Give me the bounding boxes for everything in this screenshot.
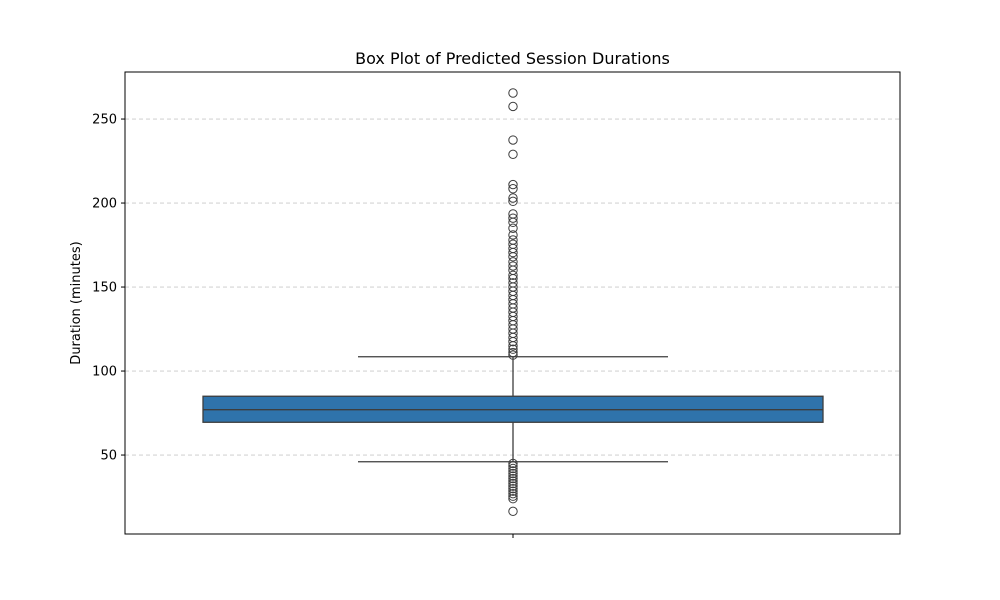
outlier-point	[508, 193, 518, 203]
plot-layer	[202, 88, 824, 517]
y-tick-label: 200	[92, 197, 117, 212]
y-tick-label: 150	[92, 281, 117, 296]
y-tick-label: 50	[100, 449, 117, 464]
outlier-point	[508, 481, 518, 491]
outlier-point	[508, 468, 518, 479]
outlier-point	[508, 341, 518, 351]
outlier-point	[508, 223, 518, 233]
chart-title: Box Plot of Predicted Session Durations	[355, 49, 670, 68]
outlier-point	[508, 101, 518, 112]
outlier-point	[508, 491, 518, 501]
outlier-point	[508, 466, 518, 476]
y-tick-label: 100	[92, 365, 117, 380]
y-axis-label: Duration (minutes)	[69, 241, 84, 364]
outlier-point	[508, 347, 518, 358]
y-tick-label: 250	[92, 113, 117, 128]
outlier-point	[508, 336, 518, 347]
outlier-point	[508, 483, 518, 494]
outlier-point	[508, 252, 518, 262]
outlier-point	[508, 217, 518, 228]
outlier-point	[508, 471, 518, 481]
outlier-point	[508, 270, 518, 280]
outlier-point	[508, 179, 518, 190]
outlier-point	[508, 135, 518, 145]
outlier-point	[508, 463, 518, 474]
outlier-point	[508, 486, 518, 496]
outlier-point	[508, 506, 518, 517]
outlier-point	[508, 247, 518, 258]
outlier-point	[508, 149, 518, 160]
outlier-point	[508, 473, 518, 484]
outlier-point	[508, 196, 518, 207]
outlier-point	[508, 213, 518, 223]
outlier-point	[508, 478, 518, 489]
outlier-point	[508, 261, 518, 271]
outlier-point	[508, 184, 518, 194]
outlier-point	[508, 350, 518, 360]
outlier-point	[508, 458, 518, 469]
outlier-point	[508, 494, 518, 504]
outlier-point	[508, 488, 518, 499]
outlier-point	[508, 344, 518, 354]
outlier-point	[508, 476, 518, 486]
axis-layer: 50 100 150 200 250	[92, 113, 514, 538]
outlier-point	[508, 230, 518, 240]
outlier-point	[508, 461, 518, 471]
outlier-point	[508, 88, 518, 98]
